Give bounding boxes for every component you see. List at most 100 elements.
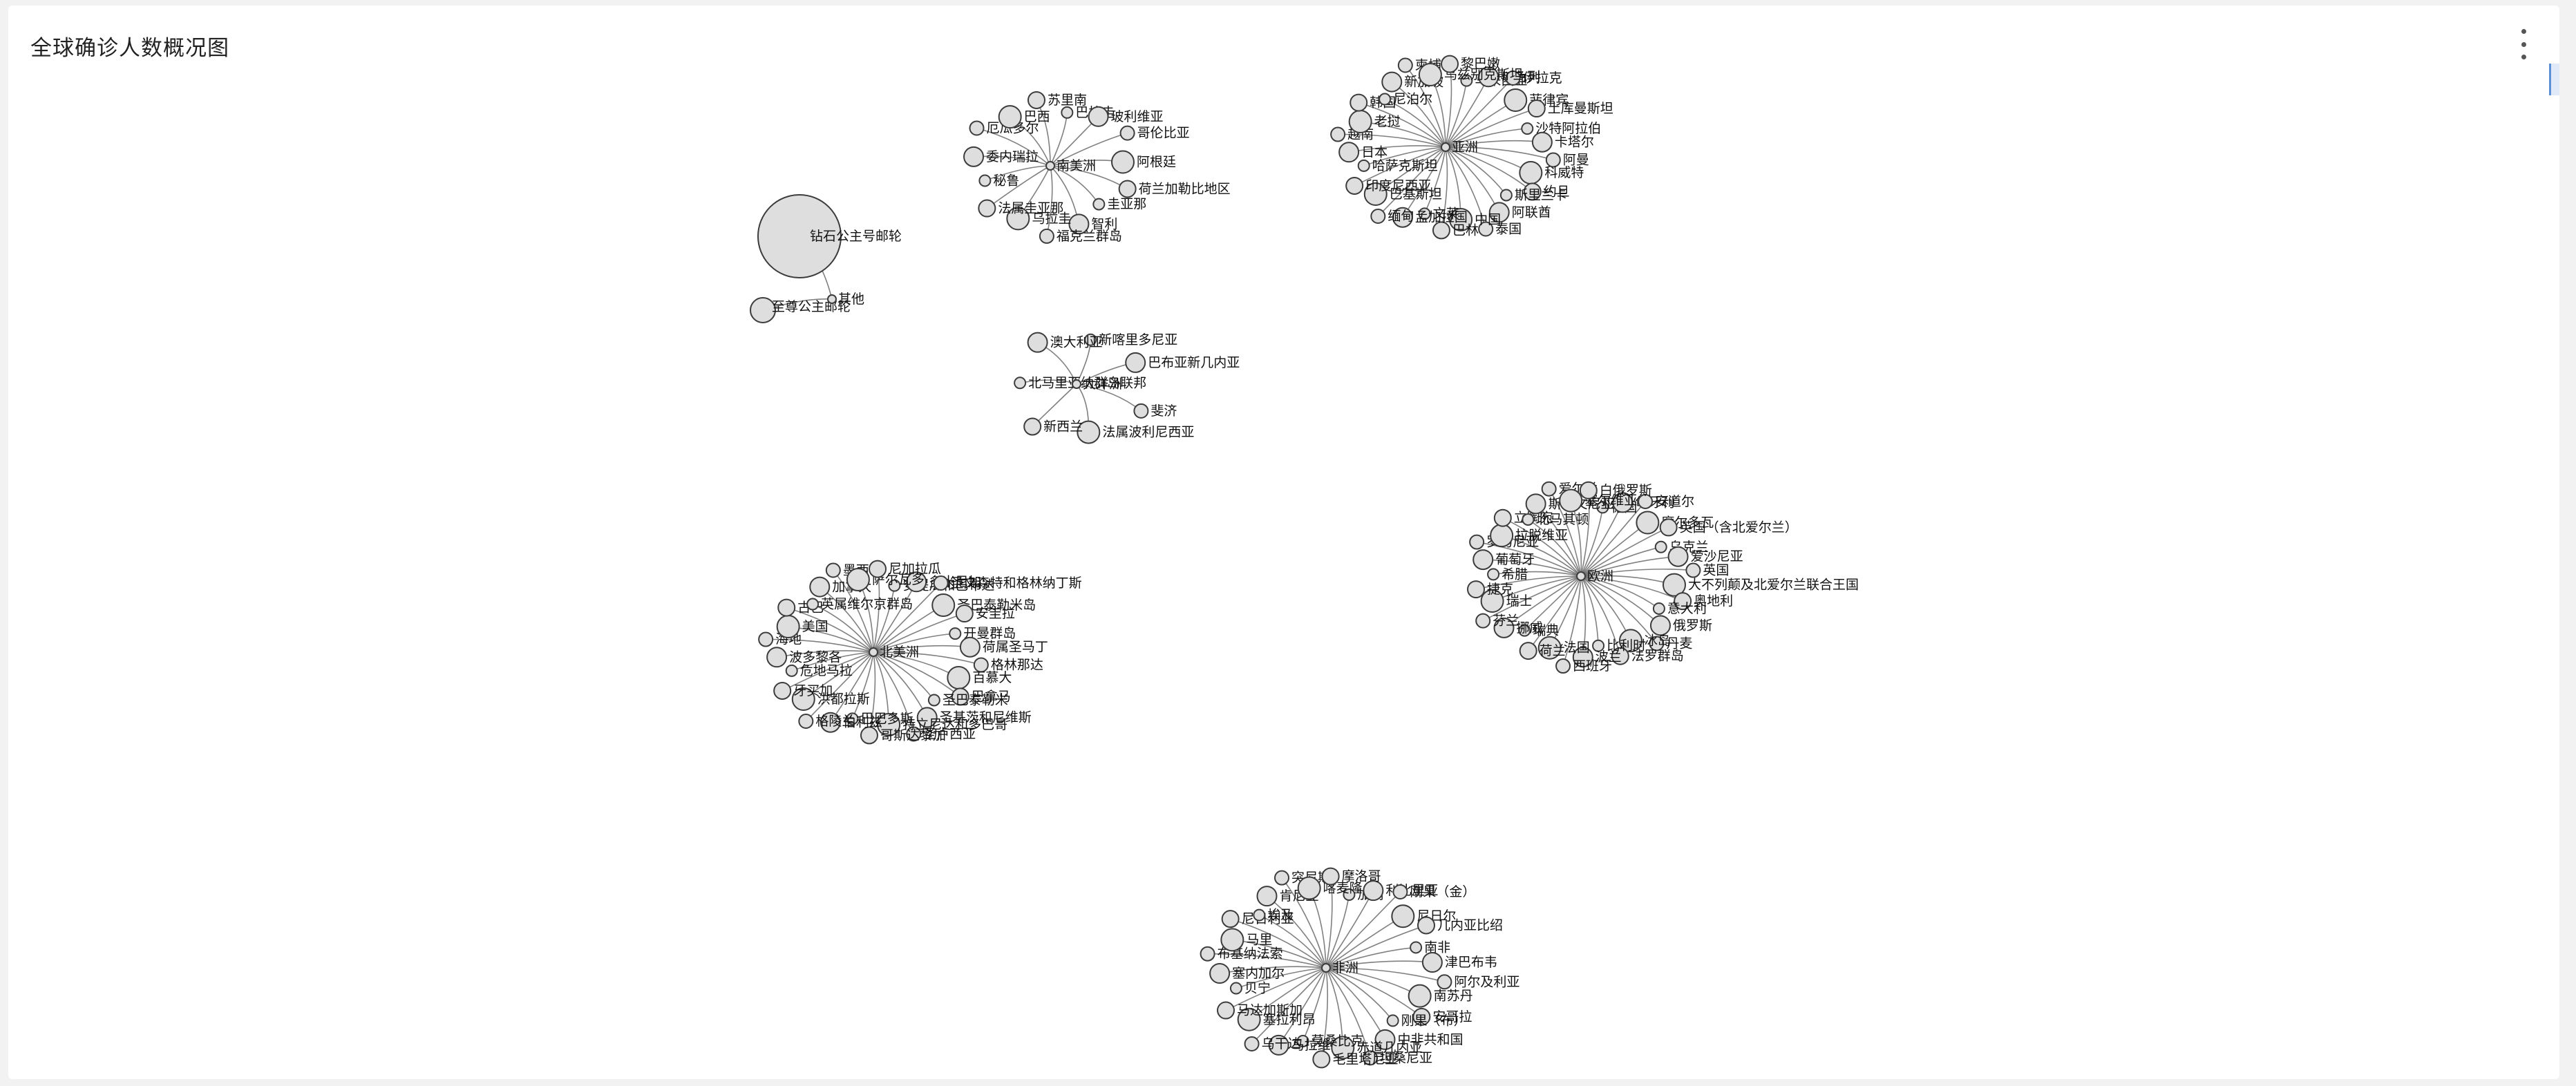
graph-node[interactable] [1221, 910, 1240, 928]
hub-node[interactable] [1045, 161, 1055, 171]
graph-node[interactable] [1649, 636, 1665, 651]
graph-node[interactable] [1023, 417, 1042, 436]
graph-node[interactable] [1490, 524, 1514, 548]
graph-node[interactable] [1217, 1001, 1235, 1020]
graph-node[interactable] [931, 593, 956, 618]
graph-node[interactable] [1125, 352, 1146, 373]
graph-node[interactable] [1412, 1007, 1431, 1026]
graph-node[interactable] [1220, 928, 1244, 952]
graph-node[interactable] [1505, 70, 1521, 86]
graph-node[interactable] [1638, 493, 1654, 509]
graph-node[interactable] [1229, 982, 1242, 995]
hub-node[interactable] [1072, 379, 1081, 389]
graph-node[interactable] [1460, 74, 1473, 87]
graph-node[interactable] [955, 604, 974, 623]
graph-node[interactable] [1488, 202, 1510, 223]
graph-node[interactable] [1493, 508, 1512, 527]
graph-node[interactable] [1244, 1036, 1260, 1052]
graph-node[interactable] [1449, 207, 1473, 231]
graph-node[interactable] [1527, 99, 1546, 118]
graph-node[interactable] [806, 598, 820, 611]
graph-node[interactable] [1521, 122, 1534, 135]
graph-node[interactable] [1068, 213, 1090, 235]
graph-node[interactable] [1006, 207, 1030, 231]
graph-node[interactable] [1408, 984, 1432, 1008]
graph-node[interactable] [785, 664, 798, 677]
graph-node[interactable] [1133, 403, 1149, 419]
graph-node[interactable] [1256, 886, 1278, 907]
graph-node[interactable] [1432, 221, 1450, 240]
graph-node[interactable] [1469, 534, 1485, 550]
graph-node[interactable] [750, 297, 776, 323]
graph-node[interactable] [1110, 150, 1135, 174]
graph-node[interactable] [1662, 573, 1686, 597]
graph-node[interactable] [1611, 647, 1629, 665]
graph-node[interactable] [906, 571, 927, 593]
graph-node[interactable] [1296, 1034, 1309, 1047]
graph-node[interactable] [1504, 88, 1528, 113]
graph-node[interactable] [809, 576, 831, 598]
graph-node[interactable] [973, 657, 989, 673]
graph-node[interactable] [1119, 125, 1135, 141]
graph-node[interactable] [1531, 131, 1553, 153]
graph-node[interactable] [1410, 941, 1423, 954]
graph-node[interactable] [1537, 636, 1562, 660]
graph-node[interactable] [916, 707, 938, 728]
graph-node[interactable] [888, 579, 901, 592]
graph-node[interactable] [1523, 182, 1542, 201]
graph-node[interactable] [1519, 642, 1537, 660]
graph-node[interactable] [1618, 629, 1642, 653]
graph-node[interactable] [906, 726, 922, 742]
graph-node[interactable] [978, 199, 996, 218]
graph-node[interactable] [1685, 562, 1701, 578]
graph-node[interactable] [1522, 513, 1535, 526]
force-graph[interactable]: 钻石公主号邮轮至尊公主邮轮其他巴拉圭玻利维亚哥伦比亚阿根廷荷兰加勒比地区圭亚那智… [8, 6, 2559, 1079]
graph-node[interactable] [1088, 106, 1109, 127]
graph-node[interactable] [1027, 332, 1048, 353]
graph-node[interactable] [1200, 946, 1215, 962]
hub-node[interactable] [1576, 571, 1586, 581]
graph-node[interactable] [1418, 207, 1431, 220]
graph-node[interactable] [1480, 589, 1504, 613]
graph-node[interactable] [1472, 549, 1494, 571]
graph-node[interactable] [1519, 160, 1543, 184]
graph-node[interactable] [1077, 420, 1101, 444]
graph-node[interactable] [1039, 228, 1054, 244]
graph-node[interactable] [1349, 93, 1368, 112]
graph-node[interactable] [1321, 867, 1340, 886]
graph-node[interactable] [1636, 511, 1660, 535]
graph-node[interactable] [1545, 152, 1561, 168]
graph-node[interactable] [776, 615, 800, 639]
panel-toggle-icon[interactable] [2549, 64, 2559, 95]
graph-node[interactable] [1348, 110, 1372, 134]
graph-node[interactable] [877, 712, 901, 736]
graph-node[interactable] [1525, 493, 1546, 515]
graph-node[interactable] [1612, 492, 1633, 513]
graph-node[interactable] [1596, 501, 1609, 514]
graph-node[interactable] [998, 105, 1022, 129]
graph-node[interactable] [1362, 1050, 1378, 1066]
graph-node[interactable] [1386, 1014, 1399, 1027]
graph-node[interactable] [1391, 904, 1415, 928]
graph-node[interactable] [1659, 518, 1678, 537]
graph-node[interactable] [1381, 71, 1403, 93]
graph-node[interactable] [1061, 106, 1074, 119]
graph-node[interactable] [1467, 580, 1486, 599]
graph-node[interactable] [1418, 63, 1442, 87]
hub-node[interactable] [1321, 963, 1331, 973]
graph-node[interactable] [1370, 209, 1386, 225]
graph-node[interactable] [766, 647, 788, 668]
graph-node[interactable] [1421, 951, 1443, 973]
graph-node[interactable] [1493, 617, 1515, 638]
graph-node[interactable] [1397, 57, 1413, 73]
graph-node[interactable] [1475, 613, 1491, 629]
graph-node[interactable] [1027, 90, 1045, 109]
graph-node[interactable] [825, 562, 841, 578]
graph-node[interactable] [1541, 481, 1557, 497]
graph-node[interactable] [1312, 1050, 1331, 1069]
graph-node[interactable] [1014, 377, 1027, 390]
graph-node[interactable] [1268, 1034, 1289, 1056]
graph-node[interactable] [1237, 1007, 1261, 1031]
graph-node[interactable] [791, 687, 815, 711]
graph-node[interactable] [1579, 481, 1598, 499]
